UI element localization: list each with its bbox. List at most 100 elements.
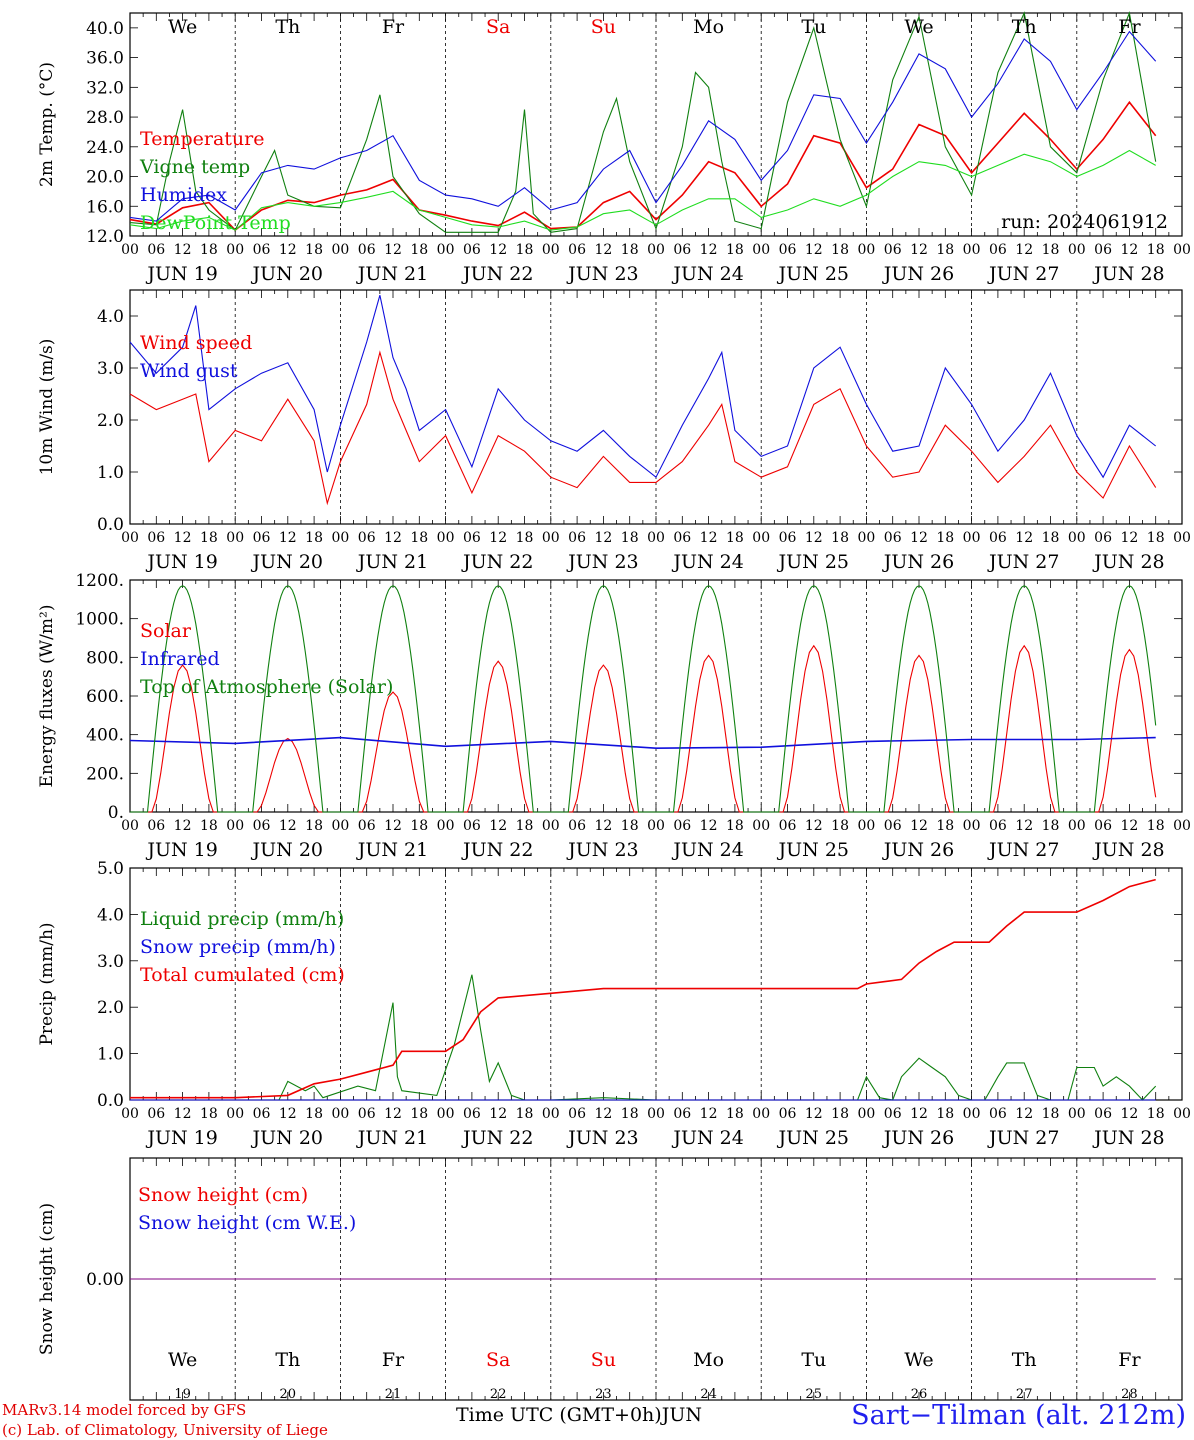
y-axis-label: 2m Temp. (°C) bbox=[37, 62, 57, 187]
weekday-label-bottom: Th bbox=[1012, 1349, 1037, 1371]
panel-wind: 0.0 1.0 2.0 3.0 4.0 10m Wind (m/s) 00 06 12 18 JUN… bbox=[37, 289, 1191, 573]
hour-tick-label: 06 bbox=[358, 818, 376, 834]
y-tick-label: 24.0 bbox=[86, 138, 124, 158]
y-tick-label: 0. bbox=[108, 803, 124, 823]
y-tick-label: 1000. bbox=[75, 610, 124, 630]
hour-tick-label: 06 bbox=[989, 242, 1007, 258]
y-tick-label: 600. bbox=[86, 687, 124, 707]
date-label: JUN 19 bbox=[145, 1127, 217, 1149]
hour-tick-label: 06 bbox=[1094, 818, 1112, 834]
hour-tick-label: 06 bbox=[673, 818, 691, 834]
hour-tick-label: 18 bbox=[726, 1106, 744, 1122]
series-line bbox=[129, 736, 1156, 750]
hour-tick-label: 12 bbox=[594, 530, 612, 546]
hour-tick-label: 18 bbox=[726, 818, 744, 834]
hour-tick-label: 12 bbox=[279, 1106, 297, 1122]
weekday-label-top: Th bbox=[1012, 16, 1037, 38]
hour-tick-label: 18 bbox=[410, 1106, 428, 1122]
hour-tick-label: 06 bbox=[253, 530, 271, 546]
y-tick-label: 4.0 bbox=[97, 905, 124, 925]
legend-entry: DewPoint Temp bbox=[140, 212, 291, 234]
hour-tick-label: 06 bbox=[673, 242, 691, 258]
day-number-label: 23 bbox=[595, 1387, 612, 1402]
hour-tick-label: 06 bbox=[568, 242, 586, 258]
hour-tick-label: 00 bbox=[963, 242, 981, 258]
hour-tick-label: 18 bbox=[1042, 1106, 1060, 1122]
date-label: JUN 22 bbox=[461, 263, 533, 285]
hour-tick-label: 18 bbox=[410, 818, 428, 834]
hour-tick-label: 06 bbox=[358, 530, 376, 546]
hour-tick-label: 18 bbox=[621, 818, 639, 834]
hour-tick-label: 06 bbox=[779, 818, 797, 834]
date-label: JUN 20 bbox=[251, 839, 323, 861]
weekday-label-top: Su bbox=[591, 16, 616, 38]
hour-tick-label: 12 bbox=[700, 530, 718, 546]
hour-tick-label: 00 bbox=[1173, 818, 1191, 834]
weekday-label-bottom: Fr bbox=[1118, 1349, 1141, 1371]
date-label: JUN 22 bbox=[461, 839, 533, 861]
hour-tick-label: 00 bbox=[857, 242, 875, 258]
date-label: JUN 23 bbox=[566, 839, 638, 861]
hour-tick-label: 00 bbox=[647, 242, 665, 258]
hour-tick-label: 00 bbox=[857, 1106, 875, 1122]
hour-tick-label: 12 bbox=[489, 530, 507, 546]
y-tick-label: 36.0 bbox=[86, 49, 124, 69]
hour-tick-label: 06 bbox=[884, 818, 902, 834]
day-number-label: 28 bbox=[1121, 1387, 1138, 1402]
hour-tick-label: 12 bbox=[1015, 818, 1033, 834]
hour-tick-label: 00 bbox=[331, 1106, 349, 1122]
hour-tick-label: 18 bbox=[305, 818, 323, 834]
y-tick-label: 800. bbox=[86, 648, 124, 668]
date-label: JUN 26 bbox=[882, 263, 954, 285]
hour-tick-label: 00 bbox=[647, 818, 665, 834]
hour-tick-label: 00 bbox=[226, 242, 244, 258]
hour-tick-label: 18 bbox=[516, 1106, 534, 1122]
day-number-label: 27 bbox=[1016, 1387, 1033, 1402]
weekday-label-bottom: Th bbox=[275, 1349, 300, 1371]
day-number-label: 25 bbox=[806, 1387, 823, 1402]
hour-tick-label: 06 bbox=[358, 242, 376, 258]
hour-tick-label: 06 bbox=[989, 1106, 1007, 1122]
y-axis-label: Energy fluxes (W/m²) bbox=[37, 605, 57, 788]
hour-tick-label: 00 bbox=[1068, 242, 1086, 258]
hour-tick-label: 12 bbox=[489, 818, 507, 834]
date-label: JUN 26 bbox=[882, 551, 954, 573]
y-tick-label: 5.0 bbox=[97, 859, 124, 879]
hour-tick-label: 00 bbox=[437, 1106, 455, 1122]
y-axis-label: Precip (mm/h) bbox=[37, 922, 57, 1045]
hour-tick-label: 00 bbox=[121, 818, 139, 834]
hour-tick-label: 18 bbox=[410, 530, 428, 546]
weekday-label-top: We bbox=[904, 16, 933, 38]
hour-tick-label: 06 bbox=[358, 1106, 376, 1122]
hour-tick-label: 00 bbox=[542, 242, 560, 258]
hour-tick-label: 12 bbox=[910, 818, 928, 834]
panel-temp: 12.0 16.0 20.0 24.0 28.0 32.0 36.0 40.0 2m Temp.… bbox=[37, 10, 1191, 285]
hour-tick-label: 06 bbox=[884, 530, 902, 546]
series-line bbox=[130, 585, 1157, 813]
hour-tick-label: 06 bbox=[989, 818, 1007, 834]
hour-tick-label: 12 bbox=[384, 818, 402, 834]
hour-tick-label: 00 bbox=[1068, 818, 1086, 834]
series-line bbox=[129, 10, 1157, 233]
date-label: JUN 26 bbox=[882, 839, 954, 861]
hour-tick-label: 00 bbox=[121, 530, 139, 546]
hour-tick-label: 00 bbox=[331, 818, 349, 834]
date-label: JUN 25 bbox=[777, 839, 849, 861]
hour-tick-label: 00 bbox=[963, 530, 981, 546]
date-label: JUN 25 bbox=[777, 551, 849, 573]
hour-tick-label: 18 bbox=[200, 1106, 218, 1122]
legend-entry: Wind gust bbox=[140, 360, 238, 382]
hour-tick-label: 06 bbox=[884, 242, 902, 258]
date-label: JUN 23 bbox=[566, 551, 638, 573]
hour-tick-label: 18 bbox=[1042, 242, 1060, 258]
y-tick-label: 3.0 bbox=[97, 952, 124, 972]
date-label: JUN 20 bbox=[251, 551, 323, 573]
hour-tick-label: 18 bbox=[200, 242, 218, 258]
hour-tick-label: 12 bbox=[279, 530, 297, 546]
hour-tick-label: 00 bbox=[437, 530, 455, 546]
date-label: JUN 22 bbox=[461, 1127, 533, 1149]
weekday-label-top: Fr bbox=[1118, 16, 1141, 38]
hour-tick-label: 06 bbox=[673, 1106, 691, 1122]
hour-tick-label: 06 bbox=[568, 1106, 586, 1122]
